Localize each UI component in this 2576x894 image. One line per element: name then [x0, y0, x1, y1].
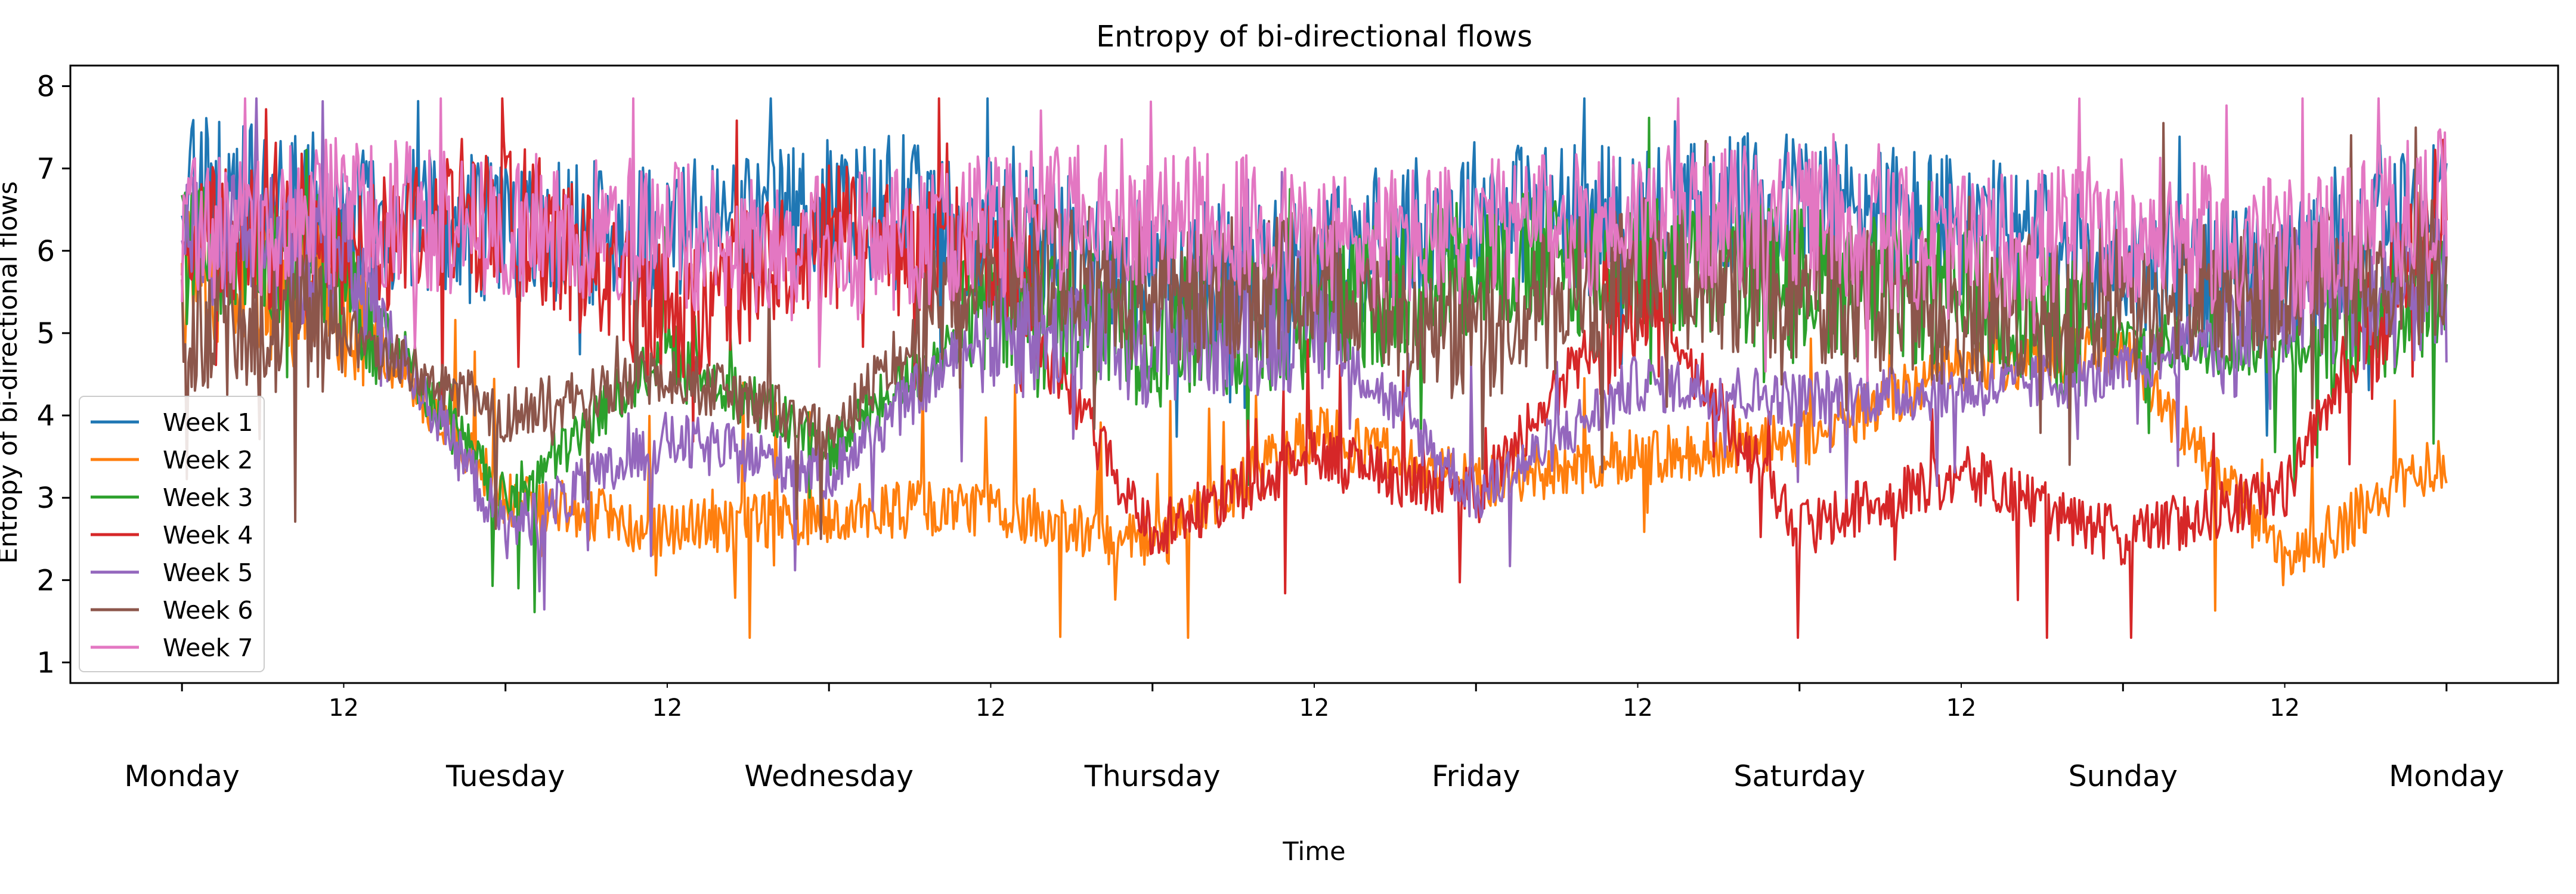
- x-day-label: Wednesday: [744, 759, 914, 793]
- x-minor-tick-label: 12: [1623, 694, 1653, 722]
- x-day-label: Sunday: [2069, 759, 2178, 793]
- legend-label: Week 4: [163, 521, 253, 550]
- y-tick-label: 7: [36, 153, 55, 186]
- x-minor-tick-label: 12: [976, 694, 1006, 722]
- legend-label: Week 2: [163, 446, 253, 474]
- x-minor-tick-label: 12: [2270, 694, 2300, 722]
- legend-label: Week 7: [163, 634, 253, 662]
- series-line-week-6: [181, 122, 2448, 541]
- y-tick-label: 2: [36, 564, 55, 597]
- y-tick-label: 1: [36, 646, 55, 679]
- legend-label: Week 6: [163, 596, 253, 625]
- x-axis-label: Time: [1282, 837, 1345, 867]
- x-day-label: Friday: [1432, 759, 1521, 793]
- y-tick-label: 8: [36, 70, 55, 104]
- y-tick-label: 3: [36, 482, 55, 515]
- series-line-week-7: [181, 97, 2448, 383]
- x-day-label: Thursday: [1084, 759, 1221, 793]
- series-layer: [181, 97, 2448, 639]
- legend-box: [79, 396, 265, 672]
- y-axis-label: Entropy of bi-directional flows: [0, 181, 23, 564]
- x-day-label: Monday: [2389, 759, 2504, 793]
- x-minor-tick-label: 12: [1946, 694, 1977, 722]
- legend-label: Week 5: [163, 558, 253, 587]
- legend-label: Week 1: [163, 408, 253, 437]
- x-day-label: Saturday: [1733, 759, 1865, 793]
- y-tick-label: 6: [36, 235, 55, 268]
- x-minor-tick-label: 12: [329, 694, 359, 722]
- legend: Week 1 Week 2 Week 3 Week 4 Week 5 Week 6 Week…: [79, 396, 265, 672]
- legend-label: Week 3: [163, 483, 253, 512]
- chart-title: Entropy of bi-directional flows: [1096, 20, 1532, 54]
- x-day-label: Monday: [124, 759, 239, 793]
- y-tick-label: 5: [36, 317, 55, 350]
- x-minor-tick-label: 12: [652, 694, 683, 722]
- y-tick-label: 4: [36, 399, 55, 433]
- x-minor-tick-label: 12: [1299, 694, 1330, 722]
- x-day-label: Tuesday: [445, 759, 565, 793]
